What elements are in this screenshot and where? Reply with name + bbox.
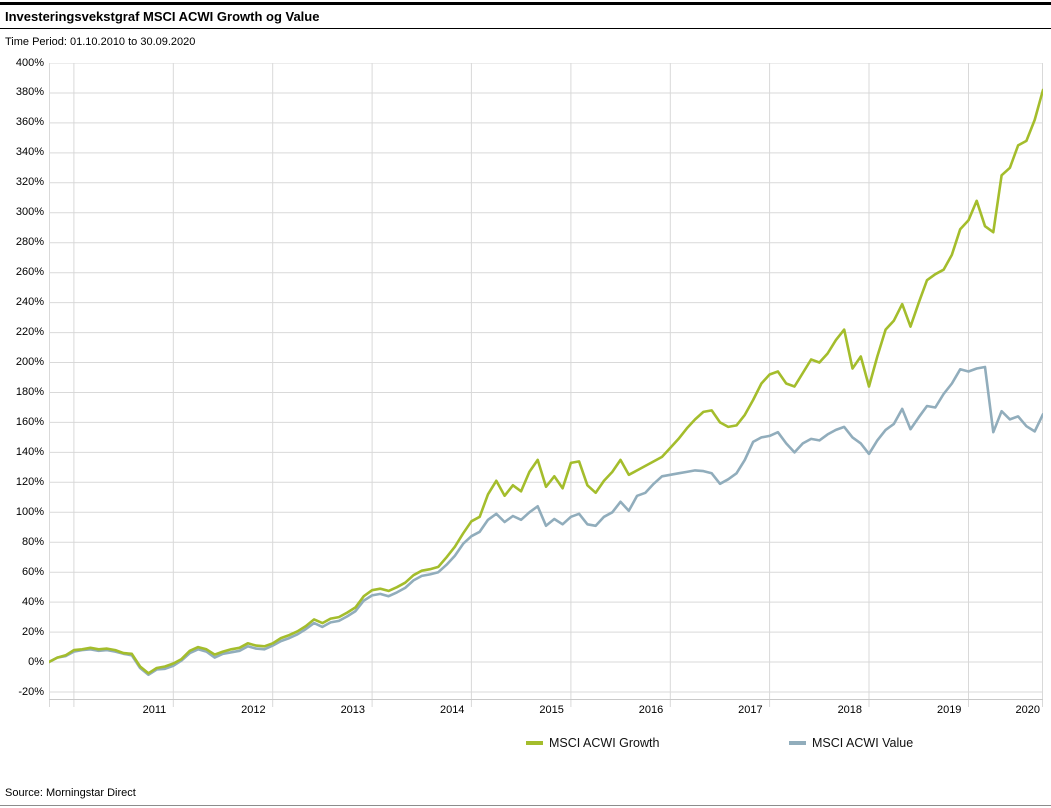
y-axis-tick-label: 140% <box>15 445 44 458</box>
y-axis-tick-label: 40% <box>21 595 44 608</box>
y-axis-tick-label: 80% <box>21 535 44 548</box>
y-axis-tick-label: 160% <box>15 415 44 428</box>
value-line-swatch-icon <box>789 741 806 745</box>
chart-legend: MSCI ACWI Growth MSCI ACWI Value <box>0 734 1051 754</box>
title-separator-rule <box>0 28 1051 29</box>
y-axis-tick-label: 340% <box>15 146 44 159</box>
x-axis-tick-label: 2015 <box>539 704 564 716</box>
x-axis-tick-label: 2014 <box>439 704 465 716</box>
x-axis-tick-label: 2018 <box>837 704 863 716</box>
source-label: Source: Morningstar Direct <box>5 787 136 799</box>
y-axis-tick-label: 200% <box>15 356 44 369</box>
x-axis-tick-label: 2017 <box>738 704 763 716</box>
y-axis-tick-label: 360% <box>15 116 44 129</box>
legend-item-growth: MSCI ACWI Growth <box>526 734 659 752</box>
bottom-border-rule <box>0 805 1051 806</box>
legend-label-growth: MSCI ACWI Growth <box>549 736 660 750</box>
top-border-rule <box>0 2 1051 5</box>
y-axis-tick-label: 280% <box>15 236 44 249</box>
y-axis-tick-label: 300% <box>15 206 44 219</box>
y-axis-tick-label: 60% <box>21 565 44 578</box>
plot-area <box>49 63 1043 707</box>
x-axis-tick-label: 2020 <box>1015 704 1040 716</box>
x-axis-tick-label: 2012 <box>241 704 266 716</box>
y-axis-tick-label: 100% <box>15 505 44 518</box>
y-axis-tick-label: 220% <box>15 326 44 339</box>
y-axis-tick-label: 380% <box>15 86 44 99</box>
x-axis-tick-label: 2011 <box>142 704 167 716</box>
y-axis-tick-label: 20% <box>21 625 44 638</box>
y-axis-tick-label: 180% <box>15 385 44 398</box>
growth-line-swatch-icon <box>526 741 543 745</box>
chart-canvas <box>49 63 1043 707</box>
x-axis-tick-label: 2019 <box>936 704 962 716</box>
y-axis-tick-label: 260% <box>15 266 44 279</box>
y-axis-tick-label: 0% <box>28 655 44 668</box>
y-axis-tick-label: 320% <box>15 176 44 189</box>
y-axis-tick-label: -20% <box>18 685 44 698</box>
x-axis-tick-label: 2016 <box>638 704 664 716</box>
y-axis-tick-label: 240% <box>15 296 44 309</box>
chart-title: Investeringsvekstgraf MSCI ACWI Growth o… <box>5 9 320 24</box>
time-period-label: Time Period: 01.10.2010 to 30.09.2020 <box>5 36 196 48</box>
legend-item-value: MSCI ACWI Value <box>789 734 913 752</box>
y-axis-tick-label: 400% <box>15 56 44 69</box>
y-axis-tick-label: 120% <box>15 475 44 488</box>
x-axis-tick-label: 2013 <box>340 704 366 716</box>
legend-label-value: MSCI ACWI Value <box>812 736 914 750</box>
